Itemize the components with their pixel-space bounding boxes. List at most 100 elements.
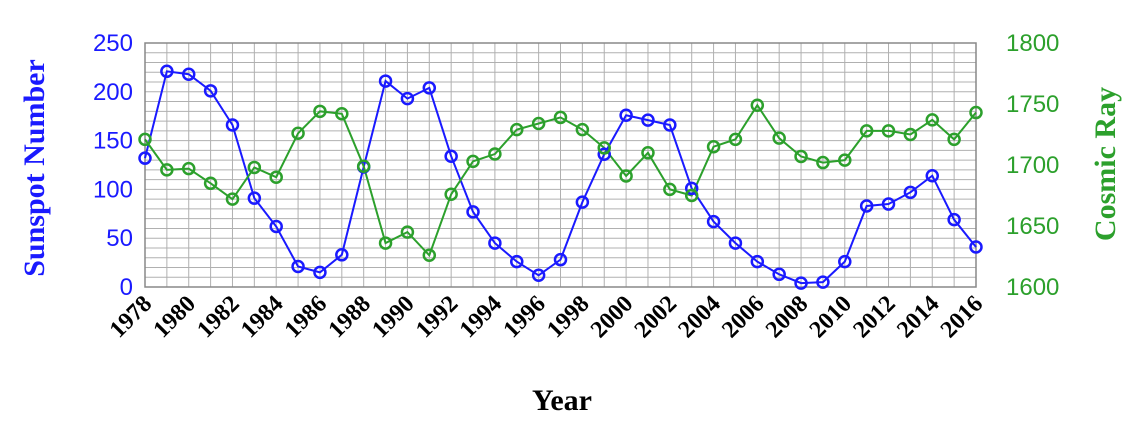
data-point-cosmic-ray <box>160 163 174 177</box>
x-tick-label: 2008 <box>761 291 813 343</box>
data-point-cosmic-ray <box>531 116 546 131</box>
data-point-sunspot <box>203 84 218 98</box>
x-tick-label: 1986 <box>280 291 332 343</box>
x-tick-label: 1980 <box>149 291 201 343</box>
x-axis-title: Year <box>532 384 592 417</box>
data-point-cosmic-ray <box>750 98 765 112</box>
data-point-cosmic-ray <box>510 122 524 137</box>
data-point-cosmic-ray <box>225 192 240 206</box>
y-right-tick-label: 1700 <box>1006 152 1059 179</box>
x-tick-label: 1984 <box>236 291 288 343</box>
axes <box>144 42 977 288</box>
data-point-sunspot <box>269 219 283 234</box>
data-point-cosmic-ray <box>422 248 437 263</box>
data-point-sunspot <box>969 240 983 254</box>
data-point-sunspot <box>684 181 699 196</box>
data-point-cosmic-ray <box>706 139 721 154</box>
data-point-cosmic-ray <box>969 105 983 120</box>
data-point-sunspot <box>641 113 655 127</box>
data-point-cosmic-ray <box>444 187 458 202</box>
x-tick-label: 2010 <box>805 291 857 343</box>
data-point-cosmic-ray <box>356 159 371 173</box>
series-line-sunspot <box>144 70 977 285</box>
data-point-sunspot <box>531 268 546 283</box>
data-point-sunspot <box>488 236 502 250</box>
y-left-tick-label: 0 <box>120 274 133 301</box>
data-point-cosmic-ray <box>575 122 590 137</box>
y-left-tick-label: 100 <box>93 176 133 203</box>
data-point-cosmic-ray <box>203 176 218 191</box>
data-point-cosmic-ray <box>859 124 874 138</box>
data-point-sunspot <box>838 254 852 269</box>
data-point-cosmic-ray <box>553 110 568 125</box>
data-point-sunspot <box>466 205 480 219</box>
y-right-tick-label: 1650 <box>1006 213 1059 240</box>
plot-frame <box>144 42 977 288</box>
data-point-sunspot <box>247 191 262 205</box>
data-point-sunspot <box>619 108 633 122</box>
x-tick-label: 1990 <box>367 291 419 343</box>
data-point-sunspot <box>225 118 240 132</box>
y-left-tick-label: 150 <box>93 128 133 155</box>
data-point-cosmic-ray <box>925 113 940 127</box>
data-point-cosmic-ray <box>313 104 327 119</box>
x-tick-label: 2004 <box>673 291 725 343</box>
data-point-sunspot <box>881 197 896 211</box>
x-tick-label: 1992 <box>411 291 463 343</box>
data-point-cosmic-ray <box>619 169 633 183</box>
data-point-sunspot <box>706 214 721 229</box>
x-tick-label: 1988 <box>324 291 376 343</box>
y-left-tick-label: 250 <box>93 30 133 57</box>
data-point-sunspot <box>553 252 568 267</box>
data-point-cosmic-ray <box>663 182 677 197</box>
data-point-sunspot <box>335 248 349 262</box>
data-point-sunspot <box>947 212 961 227</box>
y-left-tick-label: 50 <box>106 225 133 252</box>
data-point-cosmic-ray <box>378 236 393 250</box>
data-point-sunspot <box>422 81 437 95</box>
data-point-sunspot <box>597 147 611 162</box>
x-tick-label: 2000 <box>586 291 638 343</box>
series-line-cosmic-ray <box>144 103 977 258</box>
data-point-cosmic-ray <box>181 161 196 176</box>
y-right-tick-label: 1750 <box>1006 91 1059 118</box>
data-point-sunspot <box>400 91 415 106</box>
y-axis-right-title: Cosmic Ray <box>1089 87 1122 241</box>
y-right-tick-label: 1800 <box>1006 30 1059 57</box>
data-point-sunspot <box>138 151 152 165</box>
data-point-cosmic-ray <box>838 153 852 167</box>
x-tick-label: 1996 <box>499 291 551 343</box>
data-point-cosmic-ray <box>684 188 699 203</box>
series-points <box>138 64 983 290</box>
x-tick-label: 2016 <box>936 291 988 343</box>
data-point-cosmic-ray <box>772 131 786 145</box>
x-tick-label: 2002 <box>630 291 682 343</box>
x-tick-label: 1982 <box>192 291 244 343</box>
y-axis-left-title: Sunspot Number <box>18 59 51 277</box>
data-point-cosmic-ray <box>466 154 480 169</box>
data-point-cosmic-ray <box>947 132 961 147</box>
data-point-cosmic-ray <box>794 149 808 164</box>
data-point-cosmic-ray <box>881 124 896 138</box>
data-point-cosmic-ray <box>641 146 655 160</box>
data-point-sunspot <box>663 118 677 132</box>
data-point-cosmic-ray <box>816 155 830 170</box>
data-point-sunspot <box>794 276 808 290</box>
x-tick-label: 2006 <box>717 291 769 343</box>
data-point-sunspot <box>181 67 196 81</box>
x-tick-label: 2014 <box>892 291 944 343</box>
data-point-cosmic-ray <box>138 132 152 147</box>
y-right-tick-label: 1600 <box>1006 274 1059 301</box>
data-point-cosmic-ray <box>488 147 502 161</box>
data-point-sunspot <box>510 254 524 269</box>
series-lines <box>144 70 977 285</box>
data-point-sunspot <box>444 149 458 163</box>
data-point-sunspot <box>859 199 874 213</box>
data-point-sunspot <box>925 168 940 183</box>
y-left-tick-label: 200 <box>93 79 133 106</box>
data-point-sunspot <box>291 259 305 274</box>
data-point-cosmic-ray <box>269 170 283 184</box>
grid <box>144 42 977 288</box>
data-point-cosmic-ray <box>400 225 415 239</box>
data-point-cosmic-ray <box>291 126 305 141</box>
